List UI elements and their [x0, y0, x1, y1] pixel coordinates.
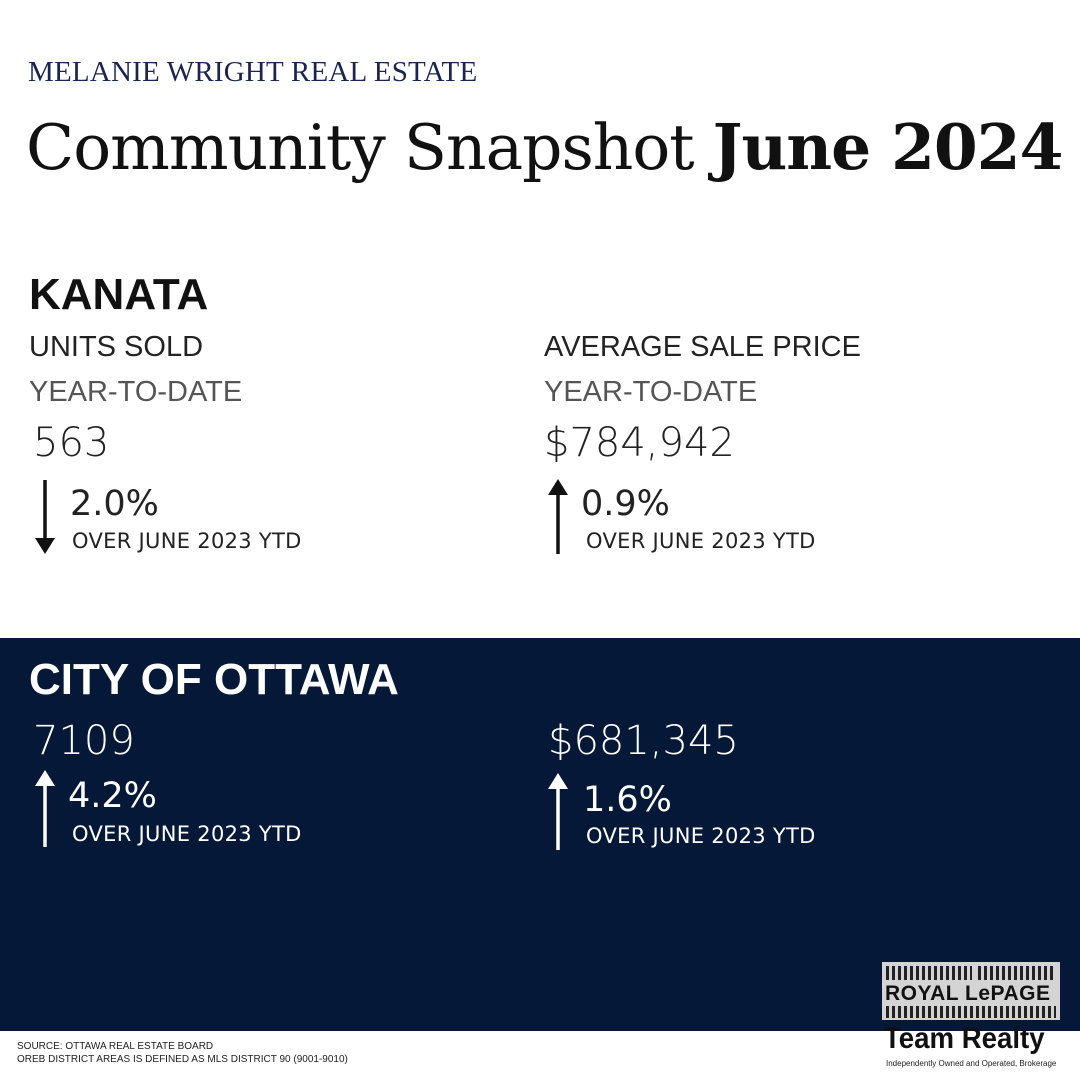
kanata-units-comparison: OVER JUNE 2023 YTD: [72, 529, 302, 553]
ottawa-price-comparison: OVER JUNE 2023 YTD: [586, 824, 816, 848]
logo-stripes: [886, 1006, 1056, 1018]
title-regular: Community Snapshot: [26, 111, 695, 184]
logo-stripes: [886, 966, 972, 980]
units-sold-period: YEAR-TO-DATE: [29, 376, 243, 408]
kanata-units-change: 2.0%: [70, 484, 159, 524]
arrow-down-icon: [34, 480, 56, 556]
kanata-price-value: $784,942: [544, 420, 735, 466]
footer-source: SOURCE: OTTAWA REAL ESTATE BOARD: [17, 1041, 214, 1052]
footer-district: OREB DISTRICT AREAS IS DEFINED AS MLS DI…: [17, 1054, 348, 1065]
logo-stripes: [978, 966, 1056, 980]
brand-name: MELANIE WRIGHT REAL ESTATE: [28, 56, 478, 88]
arrow-up-icon: [547, 479, 569, 555]
kanata-title: KANATA: [29, 270, 209, 319]
logo-royal-lepage: ROYAL LePAGE: [885, 982, 1051, 1005]
page-title: Community Snapshot June 2024: [26, 110, 1064, 184]
kanata-price-change: 0.9%: [581, 484, 670, 524]
ottawa-title: CITY OF OTTAWA: [29, 655, 399, 704]
logo-tagline: Independently Owned and Operated, Broker…: [886, 1059, 1057, 1068]
ottawa-units-change: 4.2%: [68, 776, 157, 816]
ottawa-units-value: 7109: [33, 718, 135, 764]
kanata-units-value: 563: [33, 420, 110, 466]
ottawa-price-value: $681,345: [548, 718, 739, 764]
ottawa-units-comparison: OVER JUNE 2023 YTD: [72, 822, 302, 846]
title-date: June 2024: [712, 110, 1064, 184]
logo-top-block: ROYAL LePAGE: [882, 962, 1060, 1020]
units-sold-label: UNITS SOLD: [29, 331, 204, 363]
logo-team-realty: Team Realty: [884, 1022, 1045, 1055]
arrow-up-icon: [34, 770, 56, 848]
avg-price-label: AVERAGE SALE PRICE: [544, 331, 861, 363]
brokerage-logo: ROYAL LePAGE Team Realty Independently O…: [882, 962, 1060, 1072]
kanata-price-comparison: OVER JUNE 2023 YTD: [586, 529, 816, 553]
ottawa-price-change: 1.6%: [583, 780, 672, 820]
arrow-up-icon: [547, 773, 569, 851]
avg-price-period: YEAR-TO-DATE: [544, 376, 758, 408]
